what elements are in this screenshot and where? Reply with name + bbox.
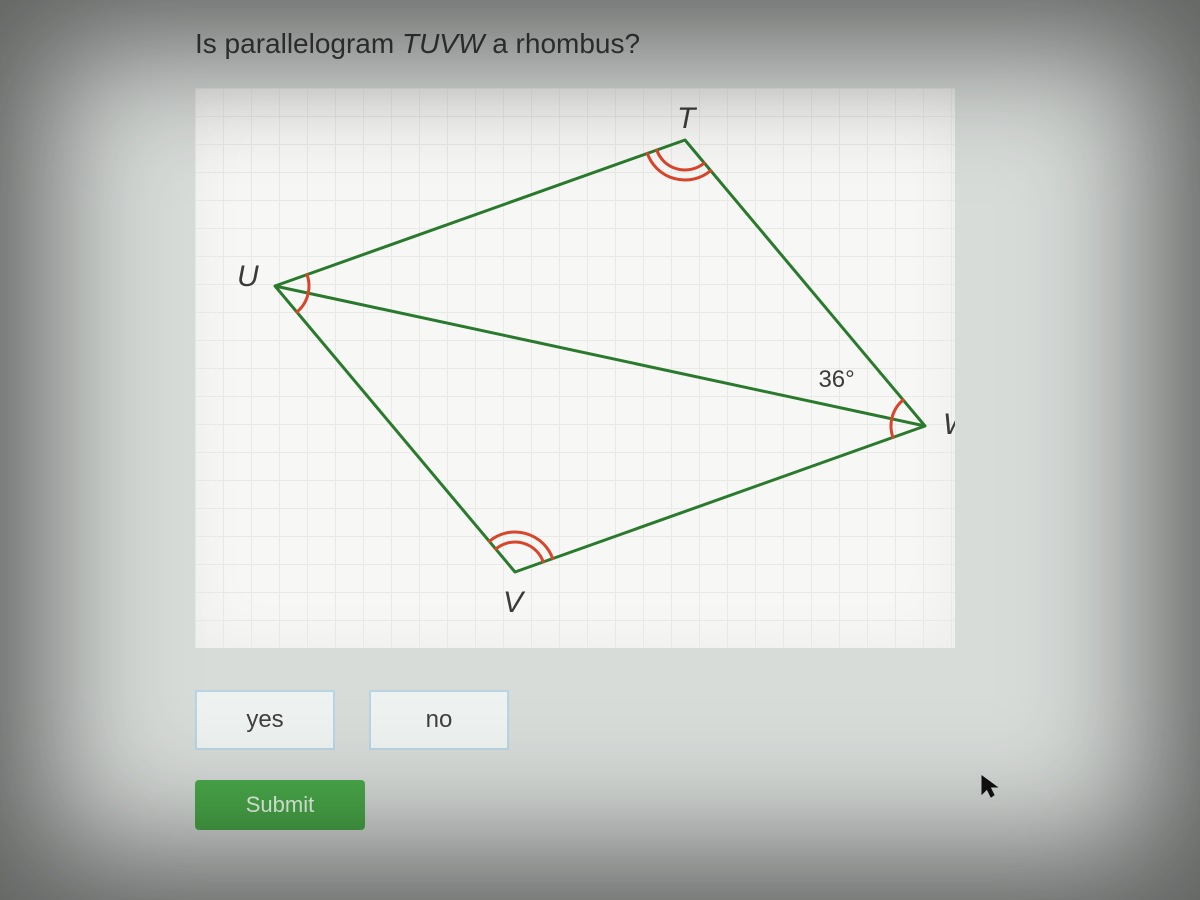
svg-text:V: V (503, 586, 526, 619)
answer-no-button[interactable]: no (369, 690, 509, 750)
submit-label: Submit (246, 792, 314, 818)
question-text: Is parallelogram TUVW a rhombus? (195, 28, 1060, 60)
svg-text:36°: 36° (818, 366, 854, 393)
answer-yes-label: yes (246, 706, 283, 734)
answer-options: yes no (195, 690, 1060, 750)
submit-button[interactable]: Submit (195, 780, 365, 830)
question-prefix: Is parallelogram (195, 28, 402, 59)
answer-no-label: no (426, 706, 453, 734)
parallelogram-diagram: 36° T U V W (195, 88, 955, 648)
diagram-container: 36° T U V W (195, 88, 955, 648)
svg-text:U: U (237, 260, 259, 293)
answer-yes-button[interactable]: yes (195, 690, 335, 750)
svg-text:W: W (943, 408, 955, 441)
svg-text:T: T (677, 102, 698, 135)
question-suffix: a rhombus? (484, 28, 640, 59)
question-shape-name: TUVW (402, 28, 484, 59)
